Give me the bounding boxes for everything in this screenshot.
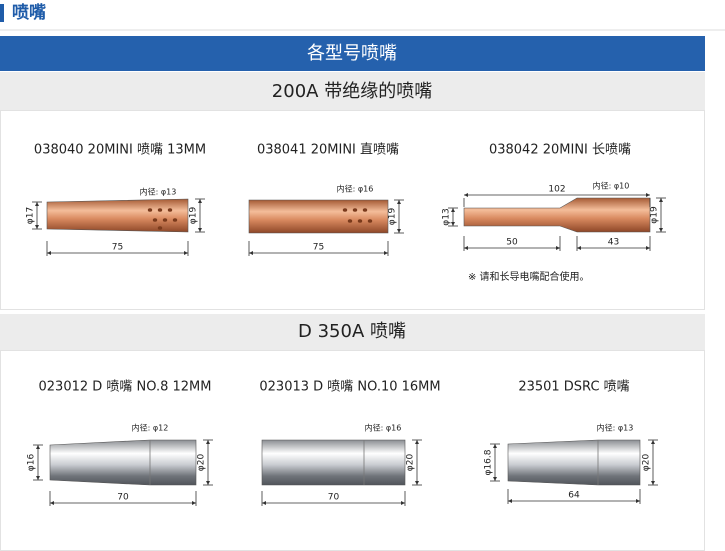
inner-diameter: 内径: φ13 — [140, 187, 177, 197]
nozzle — [507, 439, 641, 486]
vent-hole — [352, 208, 358, 212]
vent-hole — [172, 218, 178, 222]
product-name: 038040 20MINI 喷嘴 13MM — [34, 143, 206, 158]
banner-bg — [0, 36, 705, 71]
product-name: 23501 DSRC 喷嘴 — [518, 380, 629, 395]
vent-hole — [152, 218, 158, 222]
dimension-label: φ19 — [650, 206, 660, 224]
section-title: 200A 带绝缘的喷嘴 — [272, 81, 432, 102]
vent-hole — [367, 219, 373, 223]
dimension-label: 70 — [328, 493, 340, 503]
header-accent — [0, 4, 4, 22]
product-name: 038041 20MINI 直喷嘴 — [257, 143, 399, 158]
dimension-label: 70 — [117, 493, 129, 503]
vent-hole — [147, 208, 153, 212]
banner-title: 各型号喷嘴 — [307, 43, 397, 64]
header-title: 喷嘴 — [12, 3, 46, 23]
dimension-label: φ20 — [642, 454, 652, 472]
dimension-label: φ19 — [189, 207, 199, 225]
note: ※ 请和长导电嘴配合使用。 — [468, 270, 590, 283]
inner-diameter: 内径: φ12 — [132, 423, 169, 433]
product-name: 023013 D 喷嘴 NO.10 16MM — [259, 380, 440, 395]
dimension-label: φ16 — [27, 454, 37, 472]
dimension-label: φ20 — [197, 454, 207, 472]
vent-hole — [157, 208, 163, 212]
vent-hole — [157, 226, 163, 230]
vent-hole — [362, 208, 368, 212]
vent-hole — [162, 218, 168, 222]
dimension-label: φ13 — [442, 208, 452, 225]
vent-hole — [342, 208, 348, 212]
vent-hole — [347, 219, 353, 223]
vent-hole — [167, 208, 173, 212]
inner-diameter: 内径: φ10 — [593, 181, 630, 191]
dimension-label: 64 — [568, 491, 580, 501]
inner-diameter: 内径: φ16 — [337, 184, 374, 194]
inner-diameter: 内径: φ16 — [365, 423, 402, 433]
dimension-label: φ20 — [406, 454, 416, 472]
section-band — [0, 72, 705, 110]
product-name: 038042 20MINI 长喷嘴 — [489, 143, 631, 158]
nozzle — [46, 198, 189, 233]
dimension-label: φ16.8 — [484, 449, 494, 475]
nozzle — [248, 199, 389, 234]
nozzle — [49, 439, 197, 486]
vent-hole — [357, 219, 363, 223]
dimension-label: 102 — [548, 185, 565, 195]
dimension-label: 75 — [112, 243, 123, 253]
dimension-label: 43 — [608, 238, 619, 248]
nozzle — [463, 197, 651, 233]
dimension-label: φ19 — [388, 208, 398, 226]
product-name: 023012 D 喷嘴 NO.8 12MM — [39, 380, 212, 395]
nozzle — [261, 439, 406, 486]
inner-diameter: 内径: φ13 — [597, 423, 634, 433]
dimension-label: 50 — [506, 238, 518, 248]
section-title: D 350A 喷嘴 — [298, 321, 406, 342]
section-band — [0, 314, 705, 350]
dimension-label: φ17 — [26, 207, 36, 224]
dimension-label: 75 — [313, 243, 324, 253]
